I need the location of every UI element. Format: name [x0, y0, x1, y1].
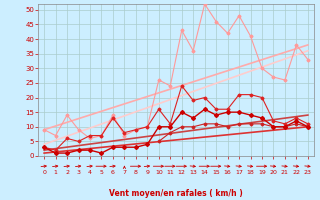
X-axis label: Vent moyen/en rafales ( km/h ): Vent moyen/en rafales ( km/h )	[109, 189, 243, 198]
